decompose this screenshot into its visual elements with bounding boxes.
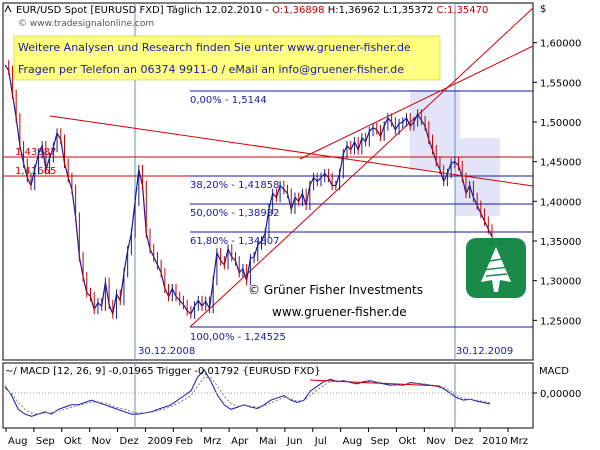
fib-label-0: 0,00% - 1,5144: [190, 95, 267, 106]
fib-label-38: 38,20% - 1,41858: [190, 180, 279, 191]
downtrend-line: [49, 115, 534, 187]
macd-line: [4, 369, 491, 417]
x-tick-label: Aug: [8, 436, 28, 447]
y-tick-label: 1,40000: [540, 197, 581, 208]
fibonacci-levels-group: 0,00% - 1,5144 38,20% - 1,41858 50,00% -…: [190, 90, 533, 343]
x-tick-label: Jul: [314, 436, 327, 447]
x-tick-label: Nov: [426, 436, 446, 447]
y-tick-label: 1,55000: [540, 78, 581, 89]
ad-line-2: Fragen per Telefon an 06374 9911-0 / eMa…: [18, 63, 404, 76]
y-tick-label: 1,60000: [540, 39, 581, 50]
x-tick-label: Feb: [175, 436, 193, 447]
x-tick-label: Okt: [64, 436, 82, 447]
vertical-marker-label-1: 30.12.2008: [138, 346, 195, 357]
watermark-company: © Grüner Fisher Investments: [248, 283, 423, 297]
horizontal-level-label-1: 1,43887: [15, 147, 56, 158]
macd-icon: ∼∕: [5, 366, 17, 377]
x-tick-label: Apr: [231, 436, 249, 447]
tree-icon-detail: [481, 257, 511, 277]
y-tick-label: 1,35000: [540, 237, 581, 248]
fib-label-50: 50,00% - 1,38982: [190, 208, 279, 219]
chart-header: EUR/USD Spot [EURUSD FXD] Täglich 12.02.…: [4, 4, 488, 29]
trigger-line: [4, 376, 491, 415]
x-tick-label: Mai: [259, 436, 277, 447]
horizontal-level-label-2: 1,41665: [15, 166, 56, 177]
source-url: © www.tradesignalonline.com: [18, 19, 154, 29]
y-tick-label: 1,30000: [540, 277, 581, 288]
macd-axis-tick-label: 0,00000: [540, 389, 581, 400]
x-tick-label: Sep: [36, 436, 55, 447]
logo: [466, 238, 526, 298]
fib-label-61: 61,80% - 1,34807: [190, 236, 279, 247]
price-line: [4, 64, 493, 317]
x-tick-label: Aug: [343, 436, 363, 447]
x-tick-label: Mrz: [510, 436, 528, 447]
macd-divergence-line: [309, 379, 441, 387]
price-series-group: [4, 60, 493, 319]
tree-icon: [481, 247, 511, 292]
x-tick-label: 2009: [147, 436, 172, 447]
price-axis: $ 1,60000 1,55000 1,50000 1,45000 1,40000 1,3…: [533, 4, 581, 327]
watermark-url: www.gruener-fisher.de: [272, 305, 407, 319]
macd-title: ∼∕ MACD [12, 26, 9] -0,01965 Trigger -0,…: [5, 366, 321, 377]
fib-label-100: 100,00% - 1,24525: [190, 332, 286, 343]
x-tick-label: Dez: [120, 436, 139, 447]
time-axis: Aug Sep Okt Nov Dez 2009 Feb Mrz Apr Mai Jun Jul Aug…: [5, 428, 528, 447]
macd-series-group: [4, 369, 491, 417]
ad-box-background: [13, 35, 441, 81]
vertical-marker-label-2: 30.12.2009: [456, 346, 513, 357]
chart-type-icon: [4, 4, 12, 13]
ad-line-1: Weitere Analysen und Research finden Sie…: [18, 41, 411, 54]
y-axis-symbol: $: [540, 4, 546, 15]
x-tick-label: 2010: [482, 436, 507, 447]
x-tick-label: Sep: [371, 436, 390, 447]
ad-box: Weitere Analysen und Research finden Sie…: [13, 35, 441, 81]
x-tick-label: Jun: [286, 436, 303, 447]
uptrend-line-upper: [299, 45, 534, 160]
x-tick-label: Okt: [398, 436, 416, 447]
y-tick-label: 1,25000: [540, 316, 581, 327]
x-tick-label: Mrz: [203, 436, 221, 447]
y-tick-label: 1,50000: [540, 118, 581, 129]
header-symbol: EUR/USD Spot [EURUSD FXD] Täglich 12.02.…: [16, 5, 488, 16]
macd-axis-label: MACD: [539, 366, 569, 377]
macd-plot-frame: [2, 362, 534, 429]
x-tick-label: Dez: [454, 436, 473, 447]
y-tick-label: 1,45000: [540, 158, 581, 169]
x-tick-label: Nov: [92, 436, 112, 447]
